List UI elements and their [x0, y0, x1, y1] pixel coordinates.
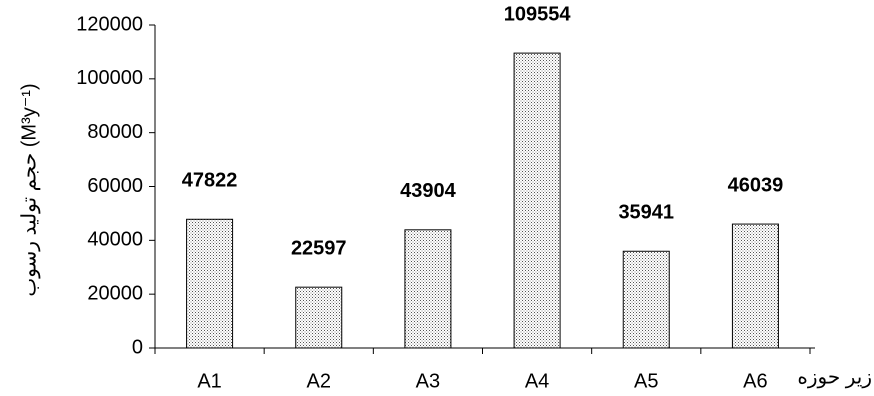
bar: [404, 229, 452, 349]
y-tick-label: 60000: [87, 175, 143, 197]
y-tick-label: 80000: [87, 121, 143, 143]
value-label: 109554: [504, 3, 572, 25]
x-tick-label: A5: [634, 370, 658, 392]
x-axis-label: زیر حوزه: [797, 366, 872, 388]
bar: [186, 218, 234, 349]
bar: [295, 286, 343, 349]
y-tick-label: 100000: [76, 67, 143, 89]
value-label: 22597: [291, 237, 347, 259]
bar: [622, 250, 670, 349]
bar: [513, 52, 561, 349]
value-label: 35941: [618, 202, 674, 224]
x-tick-label: A3: [416, 370, 440, 392]
value-label: 46039: [728, 174, 784, 196]
x-tick-label: A4: [525, 370, 549, 392]
value-label: 43904: [400, 180, 456, 202]
y-tick-label: 0: [132, 336, 143, 358]
x-tick-label: A1: [197, 370, 221, 392]
value-label: 47822: [182, 170, 238, 192]
y-tick-label: 120000: [76, 13, 143, 35]
y-axis-label: حجم تولید رسوب (M³y⁻¹): [18, 83, 40, 296]
x-tick-label: A2: [307, 370, 331, 392]
y-tick-label: 20000: [87, 282, 143, 304]
x-tick-label: A6: [743, 370, 767, 392]
y-tick-label: 40000: [87, 229, 143, 251]
bar: [731, 223, 779, 349]
